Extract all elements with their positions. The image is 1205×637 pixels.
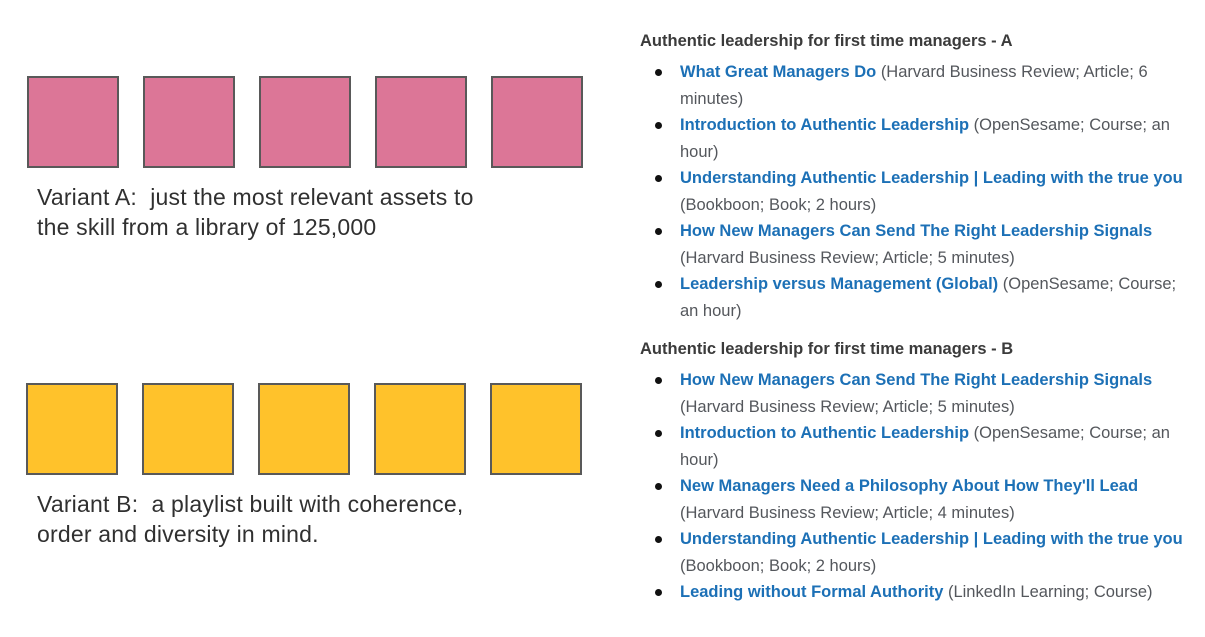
asset-link[interactable]: Introduction to Authentic Leadership	[680, 116, 970, 134]
playlist-item: Understanding Authentic Leadership | Lea…	[640, 165, 1188, 218]
playlist-b-list: How New Managers Can Send The Right Lead…	[640, 367, 1188, 606]
asset-square-yellow	[490, 383, 582, 475]
asset-meta: (Harvard Business Review; Article; 5 min…	[680, 248, 1015, 267]
bullet-icon	[655, 175, 662, 182]
variant-b-caption: Variant B: a playlist built with coheren…	[37, 490, 463, 549]
asset-link[interactable]: Leadership versus Management (Global)	[680, 275, 999, 293]
bullet-icon	[655, 483, 662, 490]
bullet-icon	[655, 122, 662, 129]
variant-a-caption-line1: Variant A: just the most relevant assets…	[37, 184, 474, 210]
bullet-icon	[655, 281, 662, 288]
variant-b-caption-line2: order and diversity in mind.	[37, 520, 319, 547]
asset-meta: (Bookboon; Book; 2 hours)	[680, 195, 877, 214]
asset-meta: (OpenSesame; Course; an hour)	[680, 275, 1177, 320]
variant-a-squares	[27, 76, 583, 168]
bullet-icon	[655, 69, 662, 76]
asset-link[interactable]: Understanding Authentic Leadership | Lea…	[680, 169, 1183, 187]
asset-meta: (OpenSesame; Course; an hour)	[680, 424, 1170, 469]
asset-square-yellow	[142, 383, 234, 475]
asset-meta: (Harvard Business Review; Article; 4 min…	[680, 503, 1015, 522]
asset-square-pink	[375, 76, 467, 168]
playlist-b-title: Authentic leadership for first time mana…	[640, 340, 1014, 358]
asset-link[interactable]: How New Managers Can Send The Right Lead…	[680, 371, 1153, 389]
playlist-item: Understanding Authentic Leadership | Lea…	[640, 526, 1188, 579]
playlist-b-section: Authentic leadership for first time mana…	[640, 339, 1188, 606]
playlist-item: Introduction to Authentic Leadership (Op…	[640, 420, 1188, 473]
playlist-item: Introduction to Authentic Leadership (Op…	[640, 112, 1188, 165]
playlist-a-title: Authentic leadership for first time mana…	[640, 32, 1013, 50]
asset-meta: (OpenSesame; Course; an hour)	[680, 116, 1170, 161]
asset-link[interactable]: Leading without Formal Authority	[680, 583, 944, 601]
asset-link[interactable]: How New Managers Can Send The Right Lead…	[680, 222, 1153, 240]
asset-square-yellow	[374, 383, 466, 475]
asset-square-pink	[259, 76, 351, 168]
bullet-icon	[655, 430, 662, 437]
asset-square-pink	[27, 76, 119, 168]
bullet-icon	[655, 228, 662, 235]
bullet-icon	[655, 377, 662, 384]
asset-meta: (Harvard Business Review; Article; 6 min…	[680, 63, 1148, 108]
asset-link[interactable]: Understanding Authentic Leadership | Lea…	[680, 530, 1183, 548]
variant-b-squares	[26, 383, 582, 475]
playlist-item: New Managers Need a Philosophy About How…	[640, 473, 1188, 526]
playlist-item: Leadership versus Management (Global) (O…	[640, 271, 1188, 324]
playlists-panel: Authentic leadership for first time mana…	[640, 31, 1188, 621]
asset-square-pink	[143, 76, 235, 168]
asset-meta: (Harvard Business Review; Article; 5 min…	[680, 397, 1015, 416]
asset-link[interactable]: What Great Managers Do	[680, 63, 877, 81]
playlist-item: How New Managers Can Send The Right Lead…	[640, 367, 1188, 420]
asset-meta: (LinkedIn Learning; Course)	[947, 583, 1153, 601]
asset-square-yellow	[26, 383, 118, 475]
bullet-icon	[655, 589, 662, 596]
bullet-icon	[655, 536, 662, 543]
variant-a-caption: Variant A: just the most relevant assets…	[37, 183, 474, 242]
playlist-a-list: What Great Managers Do (Harvard Business…	[640, 59, 1188, 324]
asset-square-yellow	[258, 383, 350, 475]
variant-a-caption-line2: the skill from a library of 125,000	[37, 213, 377, 240]
playlist-item: What Great Managers Do (Harvard Business…	[640, 59, 1188, 112]
asset-meta: (Bookboon; Book; 2 hours)	[680, 556, 877, 575]
playlist-a-section: Authentic leadership for first time mana…	[640, 31, 1188, 324]
playlist-item: How New Managers Can Send The Right Lead…	[640, 218, 1188, 271]
variant-b-caption-line1: Variant B: a playlist built with coheren…	[37, 491, 464, 517]
asset-link[interactable]: Introduction to Authentic Leadership	[680, 424, 970, 442]
playlist-item: Leading without Formal Authority (Linked…	[640, 579, 1188, 606]
asset-link[interactable]: New Managers Need a Philosophy About How…	[680, 477, 1139, 495]
asset-square-pink	[491, 76, 583, 168]
